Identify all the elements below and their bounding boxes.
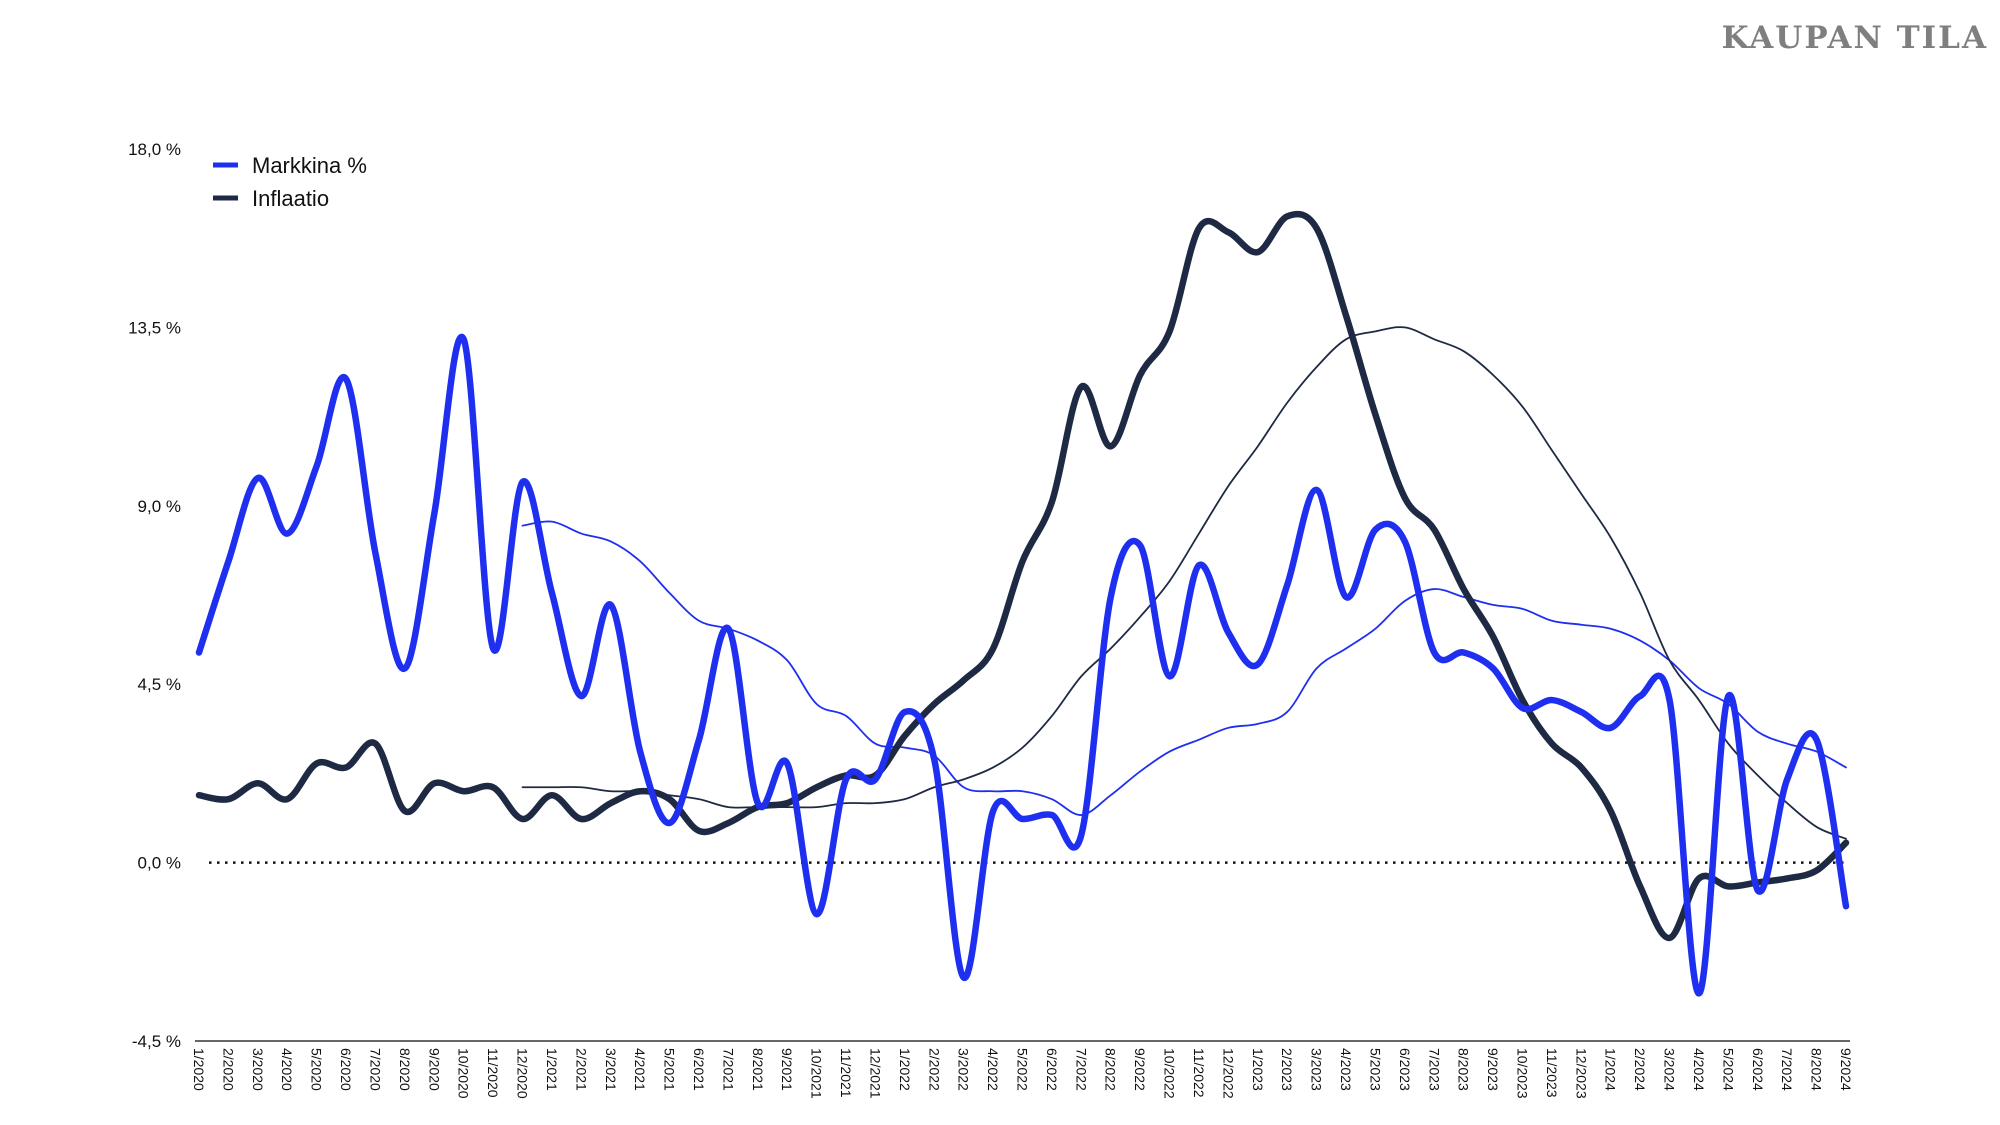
x-tick-label: 1/2022: [897, 1048, 913, 1091]
y-tick-label: 4,5 %: [138, 675, 181, 694]
x-tick-label: 2/2024: [1632, 1048, 1648, 1091]
series-lines: [195, 210, 1850, 997]
x-tick-label: 10/2023: [1514, 1048, 1530, 1099]
x-tick-label: 4/2021: [632, 1048, 648, 1091]
x-tick-label: 1/2024: [1603, 1048, 1619, 1091]
x-tick-label: 9/2023: [1485, 1048, 1501, 1091]
x-tick-label: 7/2020: [367, 1048, 383, 1091]
x-tick-label: 9/2020: [426, 1048, 442, 1091]
x-tick-label: 4/2023: [1338, 1048, 1354, 1091]
x-tick-label: 5/2022: [1015, 1048, 1031, 1091]
legend-label: Markkina %: [252, 153, 367, 178]
x-tick-label: 11/2023: [1544, 1048, 1560, 1098]
x-tick-label: 2/2023: [1279, 1048, 1295, 1091]
x-tick-label: 10/2020: [456, 1048, 472, 1099]
x-tick-label: 11/2020: [485, 1048, 501, 1098]
x-axis-ticks: 1/2020 2/2020 3/2020 4/2020 5/2020 6/2020 7/20…: [191, 1048, 1854, 1099]
x-tick-label: 6/2021: [691, 1048, 707, 1091]
x-tick-label: 6/2020: [338, 1048, 354, 1091]
x-tick-label: 1/2023: [1250, 1048, 1266, 1091]
series-line-inflaatio: [195, 210, 1850, 942]
x-tick-label: 3/2023: [1309, 1048, 1325, 1091]
x-tick-label: 1/2021: [544, 1048, 560, 1091]
y-axis-ticks: 18,0 % 13,5 % 9,0 % 4,5 % 0,0 % -4,5 %: [128, 140, 181, 1051]
x-tick-label: 12/2022: [1220, 1048, 1236, 1099]
x-tick-label: 5/2020: [309, 1048, 325, 1091]
series-line-inflaatio-12-kk-keskiarvo: [521, 326, 1847, 840]
y-tick-label: 13,5 %: [128, 318, 181, 337]
series-line-markkina-12-kk-keskiarvo: [521, 520, 1847, 816]
x-tick-label: 6/2024: [1750, 1048, 1766, 1091]
legend-label: Inflaatio: [252, 186, 329, 211]
x-tick-label: 5/2024: [1720, 1048, 1736, 1091]
x-tick-label: 9/2024: [1838, 1048, 1854, 1091]
x-tick-label: 8/2023: [1456, 1048, 1472, 1091]
legend: Markkina % Inflaatio: [213, 153, 367, 211]
x-tick-label: 11/2021: [838, 1048, 854, 1098]
x-tick-label: 8/2020: [397, 1048, 413, 1091]
x-tick-label: 8/2022: [1103, 1048, 1119, 1091]
x-tick-label: 12/2020: [515, 1048, 531, 1099]
x-tick-label: 3/2022: [956, 1048, 972, 1091]
x-tick-label: 11/2022: [1191, 1048, 1207, 1098]
x-tick-label: 10/2021: [809, 1048, 825, 1099]
x-tick-label: 3/2024: [1662, 1048, 1678, 1091]
x-tick-label: 6/2022: [1044, 1048, 1060, 1091]
x-tick-label: 1/2020: [191, 1048, 207, 1091]
x-tick-label: 9/2021: [779, 1048, 795, 1091]
x-tick-label: 7/2024: [1779, 1048, 1795, 1091]
x-tick-label: 7/2023: [1426, 1048, 1442, 1091]
x-tick-label: 6/2023: [1397, 1048, 1413, 1091]
x-tick-label: 3/2021: [603, 1048, 619, 1091]
x-tick-label: 2/2021: [573, 1048, 589, 1091]
series-line-markkina: [195, 333, 1850, 997]
y-tick-label: 9,0 %: [138, 497, 181, 516]
x-tick-label: 3/2020: [250, 1048, 266, 1091]
x-tick-label: 7/2022: [1073, 1048, 1089, 1091]
x-tick-label: 12/2023: [1573, 1048, 1589, 1099]
x-tick-label: 4/2024: [1691, 1048, 1707, 1091]
x-tick-label: 5/2021: [662, 1048, 678, 1091]
x-tick-label: 10/2022: [1162, 1048, 1178, 1099]
x-tick-label: 2/2020: [220, 1048, 236, 1091]
y-tick-label: 0,0 %: [138, 854, 181, 873]
x-tick-label: 4/2020: [279, 1048, 295, 1091]
x-tick-label: 4/2022: [985, 1048, 1001, 1091]
x-tick-label: 2/2022: [926, 1048, 942, 1091]
x-tick-label: 8/2021: [750, 1048, 766, 1091]
x-tick-label: 7/2021: [720, 1048, 736, 1091]
x-tick-label: 5/2023: [1367, 1048, 1383, 1091]
x-tick-label: 8/2024: [1809, 1048, 1825, 1091]
x-tick-label: 9/2022: [1132, 1048, 1148, 1091]
y-tick-label: 18,0 %: [128, 140, 181, 159]
brand-logo-text: KAUPAN TILA: [1721, 20, 1988, 56]
x-tick-label: 12/2021: [867, 1048, 883, 1099]
y-tick-label: -4,5 %: [132, 1032, 181, 1051]
